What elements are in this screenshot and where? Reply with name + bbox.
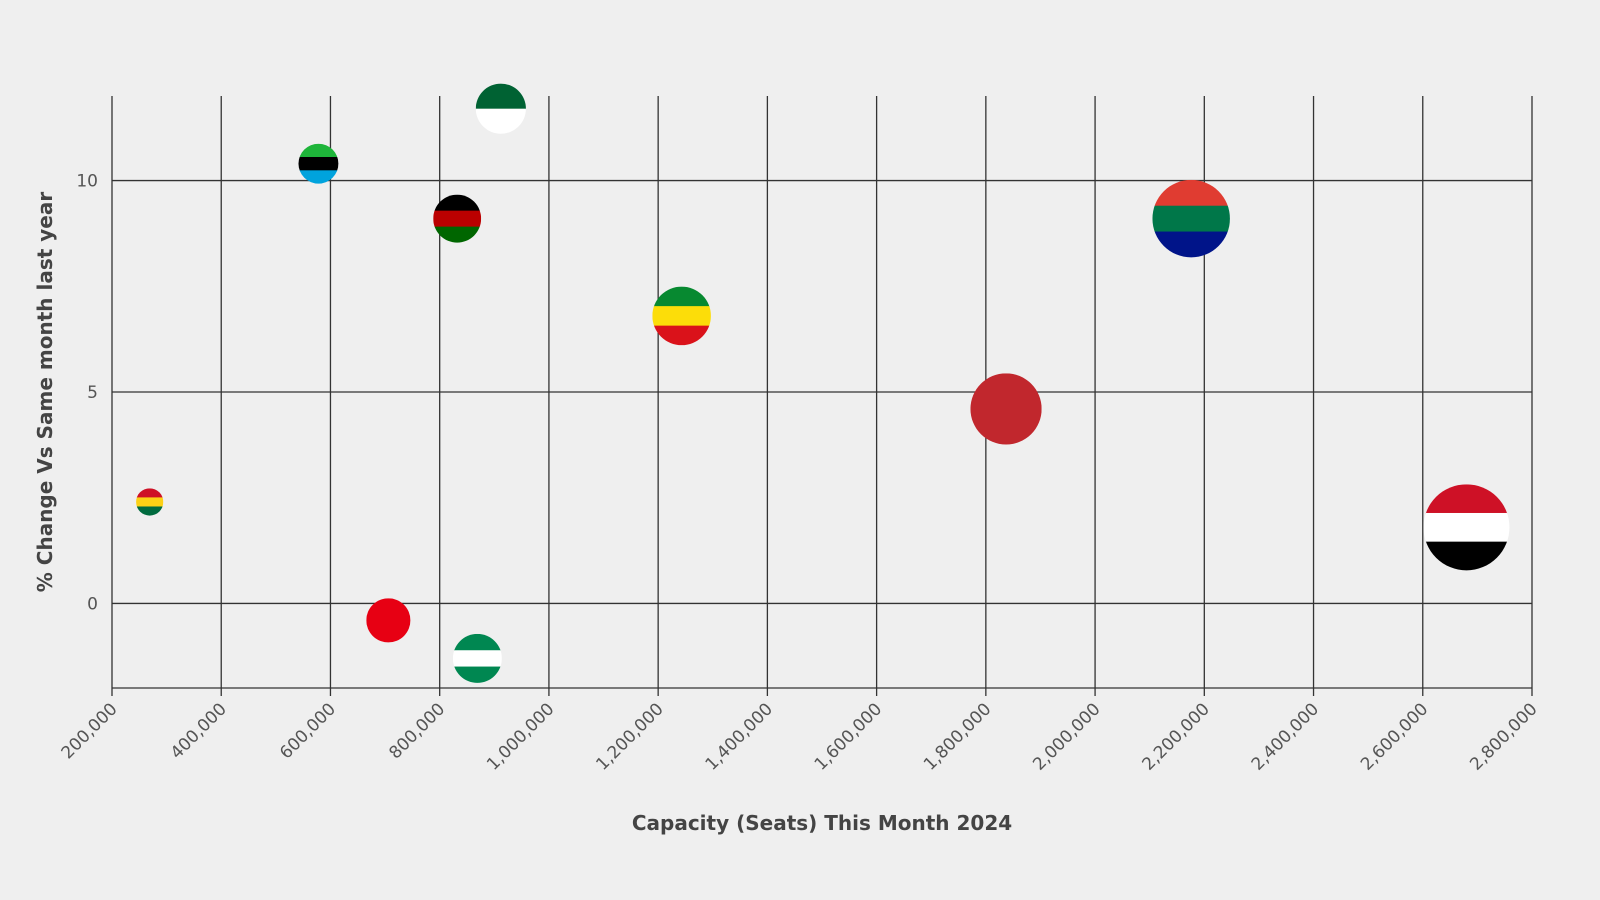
flag-stripe: [298, 157, 339, 171]
flag-stripe: [1152, 179, 1230, 207]
flag-stripe: [298, 170, 339, 184]
flag-stripe: [366, 598, 411, 643]
x-tick-label: 2,400,000: [1248, 699, 1323, 774]
point: [475, 83, 526, 134]
y-tick-label: 5: [87, 383, 98, 403]
y-axis-title: % Change Vs Same month last year: [33, 192, 57, 593]
flag-stripe: [1423, 512, 1510, 543]
flag-stripe: [1152, 231, 1230, 258]
flag-stripe: [652, 325, 711, 346]
point: [452, 633, 502, 683]
flag-stripe: [652, 286, 711, 307]
point: [433, 194, 482, 243]
x-tick-label: 800,000: [385, 699, 449, 763]
flag-stripe: [970, 373, 1042, 445]
flag-stripe: [1423, 541, 1510, 571]
flag-stripe: [136, 488, 164, 498]
flag-stripe: [433, 210, 482, 228]
point: [1152, 179, 1230, 258]
x-tick-label: 2,600,000: [1357, 699, 1432, 774]
flag-stripe: [298, 143, 339, 158]
x-tick-label: 1,800,000: [920, 699, 995, 774]
flag-stripe: [433, 194, 482, 212]
x-tick-label: 1,400,000: [702, 699, 777, 774]
point: [136, 488, 164, 516]
y-tick-label: 10: [76, 172, 98, 192]
flag-stripe: [452, 633, 502, 651]
x-tick-label: 400,000: [167, 699, 231, 763]
point: [652, 286, 711, 346]
x-tick-label: 2,200,000: [1139, 699, 1214, 774]
x-tick-label: 1,200,000: [592, 699, 667, 774]
x-tick-label: 600,000: [276, 699, 340, 763]
x-tick-label: 1,600,000: [811, 699, 886, 774]
flag-stripe: [136, 506, 164, 516]
flag-stripe: [433, 226, 482, 243]
point: [970, 373, 1042, 445]
flag-stripe: [452, 650, 502, 668]
x-tick-label: 200,000: [58, 699, 122, 763]
flag-stripe: [1152, 205, 1230, 233]
x-tick-label: 1,000,000: [483, 699, 558, 774]
y-tick-label: 0: [87, 594, 98, 614]
point: [1423, 484, 1510, 571]
flag-stripe: [452, 666, 502, 683]
point: [298, 143, 339, 184]
x-tick-label: 2,000,000: [1029, 699, 1104, 774]
flag-stripe: [136, 497, 164, 507]
point: [366, 598, 411, 643]
x-tick-label: 2,800,000: [1466, 699, 1541, 774]
flag-stripe: [475, 83, 526, 110]
flag-stripe: [1423, 484, 1510, 514]
flag-stripe: [475, 108, 526, 134]
x-axis-title: Capacity (Seats) This Month 2024: [632, 811, 1012, 835]
flag-stripe: [652, 306, 711, 327]
